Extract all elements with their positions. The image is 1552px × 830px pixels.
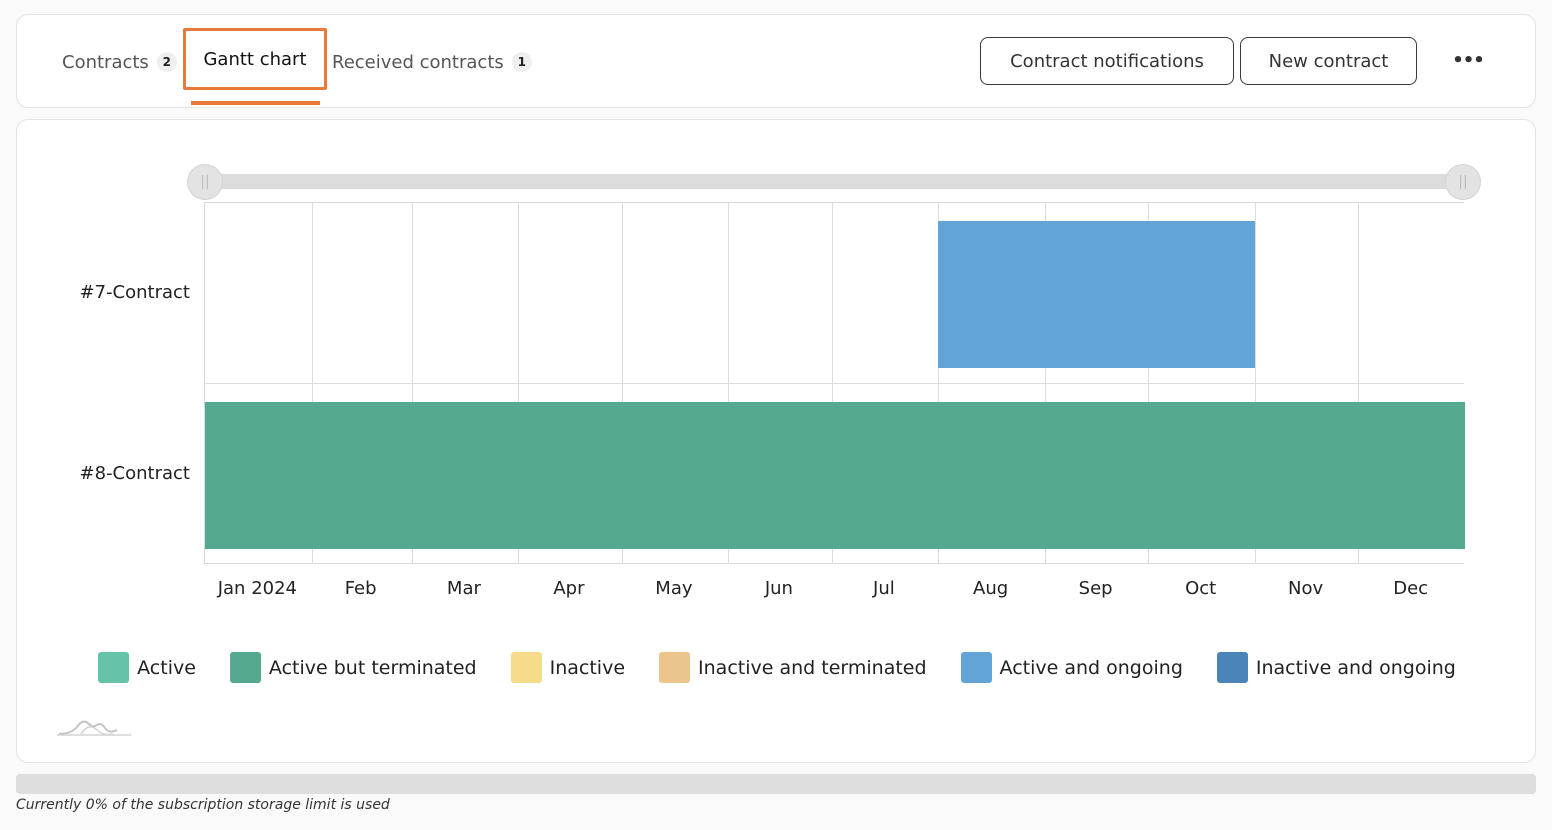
x-tick-label: Mar [446,578,481,599]
legend-item[interactable]: Inactive [510,652,626,683]
legend-swatch [229,652,261,683]
x-tick-label: Apr [553,578,585,599]
legend-item[interactable]: Active but terminated [229,652,477,683]
x-tick-label: Sep [1078,578,1113,599]
x-tick-label: Nov [1288,578,1324,599]
legend-swatch [510,652,542,683]
gantt-bar[interactable] [205,402,1465,549]
x-tick-label: May [655,578,693,599]
x-tick-label: Dec [1393,578,1429,599]
zoom-slider-track[interactable] [197,174,1467,189]
tab-received-contracts-label: Received contracts [332,51,504,73]
legend-label: Inactive [549,656,626,679]
chart-watermark-logo-icon [57,720,131,736]
legend-swatch [1216,652,1248,683]
chart-legend: Active Active but terminated Inactive Inact… [17,652,1537,683]
zoom-slider-left-handle[interactable]: || [187,164,223,200]
legend-label: Active [137,656,196,679]
row-label: #8-Contract [79,462,190,484]
zoom-slider-right-handle[interactable]: || [1445,164,1481,200]
legend-item[interactable]: Inactive and ongoing [1216,652,1456,683]
x-tick-label: Feb [344,578,377,599]
legend-item[interactable]: Active [98,652,196,683]
legend-swatch [98,652,130,683]
x-tick-label: Jun [764,578,793,599]
new-contract-button[interactable]: New contract [1240,37,1417,85]
active-tab-indicator [191,101,320,105]
legend-item[interactable]: Active and ongoing [960,652,1183,683]
legend-label: Active and ongoing [999,656,1183,679]
gantt-chart-card: || || #7-Contract #8-Contract Jan 2024 Feb… [16,119,1536,763]
x-tick-label: Jan 2024 [217,578,297,599]
tab-contracts-label: Contracts [62,51,149,73]
tab-gantt-chart-label: Gantt chart [203,48,307,70]
top-bar: Contracts 2 Gantt chart Received contrac… [16,14,1536,108]
x-tick-label: Oct [1185,578,1217,599]
tab-gantt-chart[interactable]: Gantt chart [183,28,327,90]
storage-usage-text: Currently 0% of the subscription storage… [16,797,390,813]
received-count-badge: 1 [511,52,532,72]
legend-item[interactable]: Inactive and terminated [659,652,927,683]
tab-received-contracts[interactable]: Received contracts 1 [332,15,532,109]
row-label: #7-Contract [79,281,190,303]
legend-label: Inactive and terminated [698,656,927,679]
storage-usage-bar [16,774,1536,794]
legend-label: Inactive and ongoing [1255,656,1456,679]
legend-swatch [960,652,992,683]
contract-notifications-button[interactable]: Contract notifications [980,37,1234,85]
more-options-icon[interactable]: ••• [1452,49,1485,71]
x-tick-label: Jul [873,578,895,599]
gantt-bar[interactable] [938,221,1255,368]
legend-swatch [659,652,691,683]
legend-label: Active but terminated [268,656,477,679]
gridline-row [205,383,1464,384]
contracts-count-badge: 2 [156,52,177,72]
tab-contracts[interactable]: Contracts 2 [62,15,177,109]
gantt-plot-area [204,202,1465,564]
x-tick-label: Aug [973,578,1009,599]
